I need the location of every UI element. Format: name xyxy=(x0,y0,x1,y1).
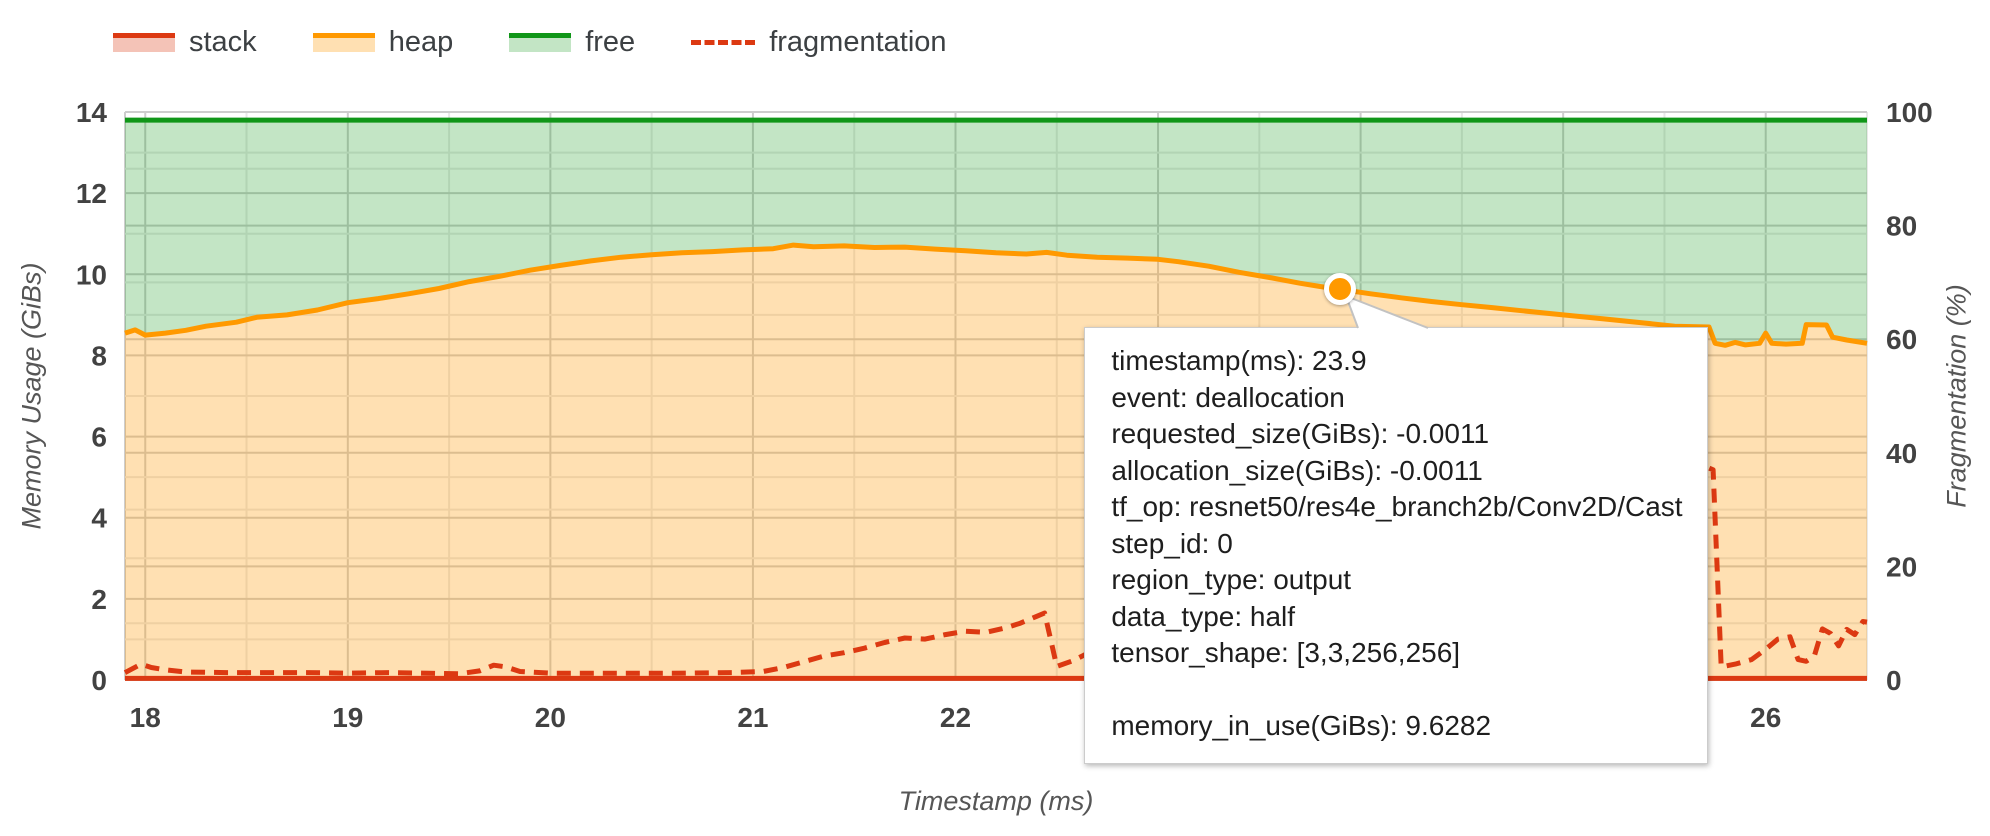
legend-item-stack: stack xyxy=(113,26,257,59)
tooltip-line: timestamp(ms): 23.9 xyxy=(1111,345,1367,377)
svg-text:14: 14 xyxy=(76,97,108,128)
stack-series-swatch-icon xyxy=(113,33,175,52)
tooltip-line: region_type: output xyxy=(1111,564,1352,596)
heap-series-swatch-icon xyxy=(312,33,375,52)
svg-text:80: 80 xyxy=(1886,211,1917,242)
svg-text:22: 22 xyxy=(940,702,971,733)
tooltip-callout-wedge xyxy=(1345,295,1429,330)
tooltip-line: step_id: 0 xyxy=(1111,527,1233,559)
svg-text:20: 20 xyxy=(535,702,566,733)
svg-text:21: 21 xyxy=(737,702,768,733)
svg-text:20: 20 xyxy=(1886,551,1917,582)
svg-text:18: 18 xyxy=(130,702,161,733)
svg-text:6: 6 xyxy=(91,422,107,453)
legend-item-fragmentation: fragmentation xyxy=(691,26,947,59)
tooltip-line: requested_size(GiBs): -0.0011 xyxy=(1111,418,1490,450)
y-right-axis-title: Fragmentation (%) xyxy=(1941,284,1972,508)
legend-label: fragmentation xyxy=(769,26,947,58)
svg-text:0: 0 xyxy=(91,665,107,696)
svg-text:12: 12 xyxy=(76,178,107,209)
svg-text:0: 0 xyxy=(1886,665,1902,696)
svg-text:8: 8 xyxy=(91,340,107,371)
legend-label: stack xyxy=(189,26,257,58)
svg-text:4: 4 xyxy=(91,503,107,534)
svg-text:60: 60 xyxy=(1886,324,1917,355)
legend-label: free xyxy=(585,26,636,58)
tooltip-line: event: deallocation xyxy=(1111,381,1345,413)
svg-text:26: 26 xyxy=(1750,702,1781,733)
chart-legend: stack heap free fragmentation xyxy=(113,26,947,59)
legend-label: heap xyxy=(388,26,454,58)
tooltip-line: tf_op: resnet50/res4e_branch2b/Conv2D/Ca… xyxy=(1111,491,1683,523)
tooltip-line: memory_in_use(GiBs): 9.6282 xyxy=(1111,710,1492,742)
x-axis-title: Timestamp (ms) xyxy=(898,786,1094,816)
legend-item-free: free xyxy=(509,26,635,59)
svg-text:40: 40 xyxy=(1886,438,1917,469)
free-series-swatch-icon xyxy=(509,33,572,52)
svg-text:100: 100 xyxy=(1886,97,1933,128)
fragmentation-series-swatch-icon xyxy=(691,40,756,45)
tooltip-line: data_type: half xyxy=(1111,600,1296,632)
svg-text:10: 10 xyxy=(76,259,107,290)
tooltip-line xyxy=(1111,672,1682,709)
svg-text:19: 19 xyxy=(332,702,363,733)
legend-item-heap: heap xyxy=(312,26,454,59)
svg-text:2: 2 xyxy=(91,584,107,615)
y-left-axis-title: Memory Usage (GiBs) xyxy=(16,262,47,530)
highlighted-heap-point[interactable] xyxy=(1324,273,1357,306)
tooltip-line: allocation_size(GiBs): -0.0011 xyxy=(1111,454,1483,486)
datapoint-tooltip: timestamp(ms): 23.9 event: deallocation re… xyxy=(1084,327,1708,764)
tooltip-line: tensor_shape: [3,3,256,256] xyxy=(1111,637,1461,669)
